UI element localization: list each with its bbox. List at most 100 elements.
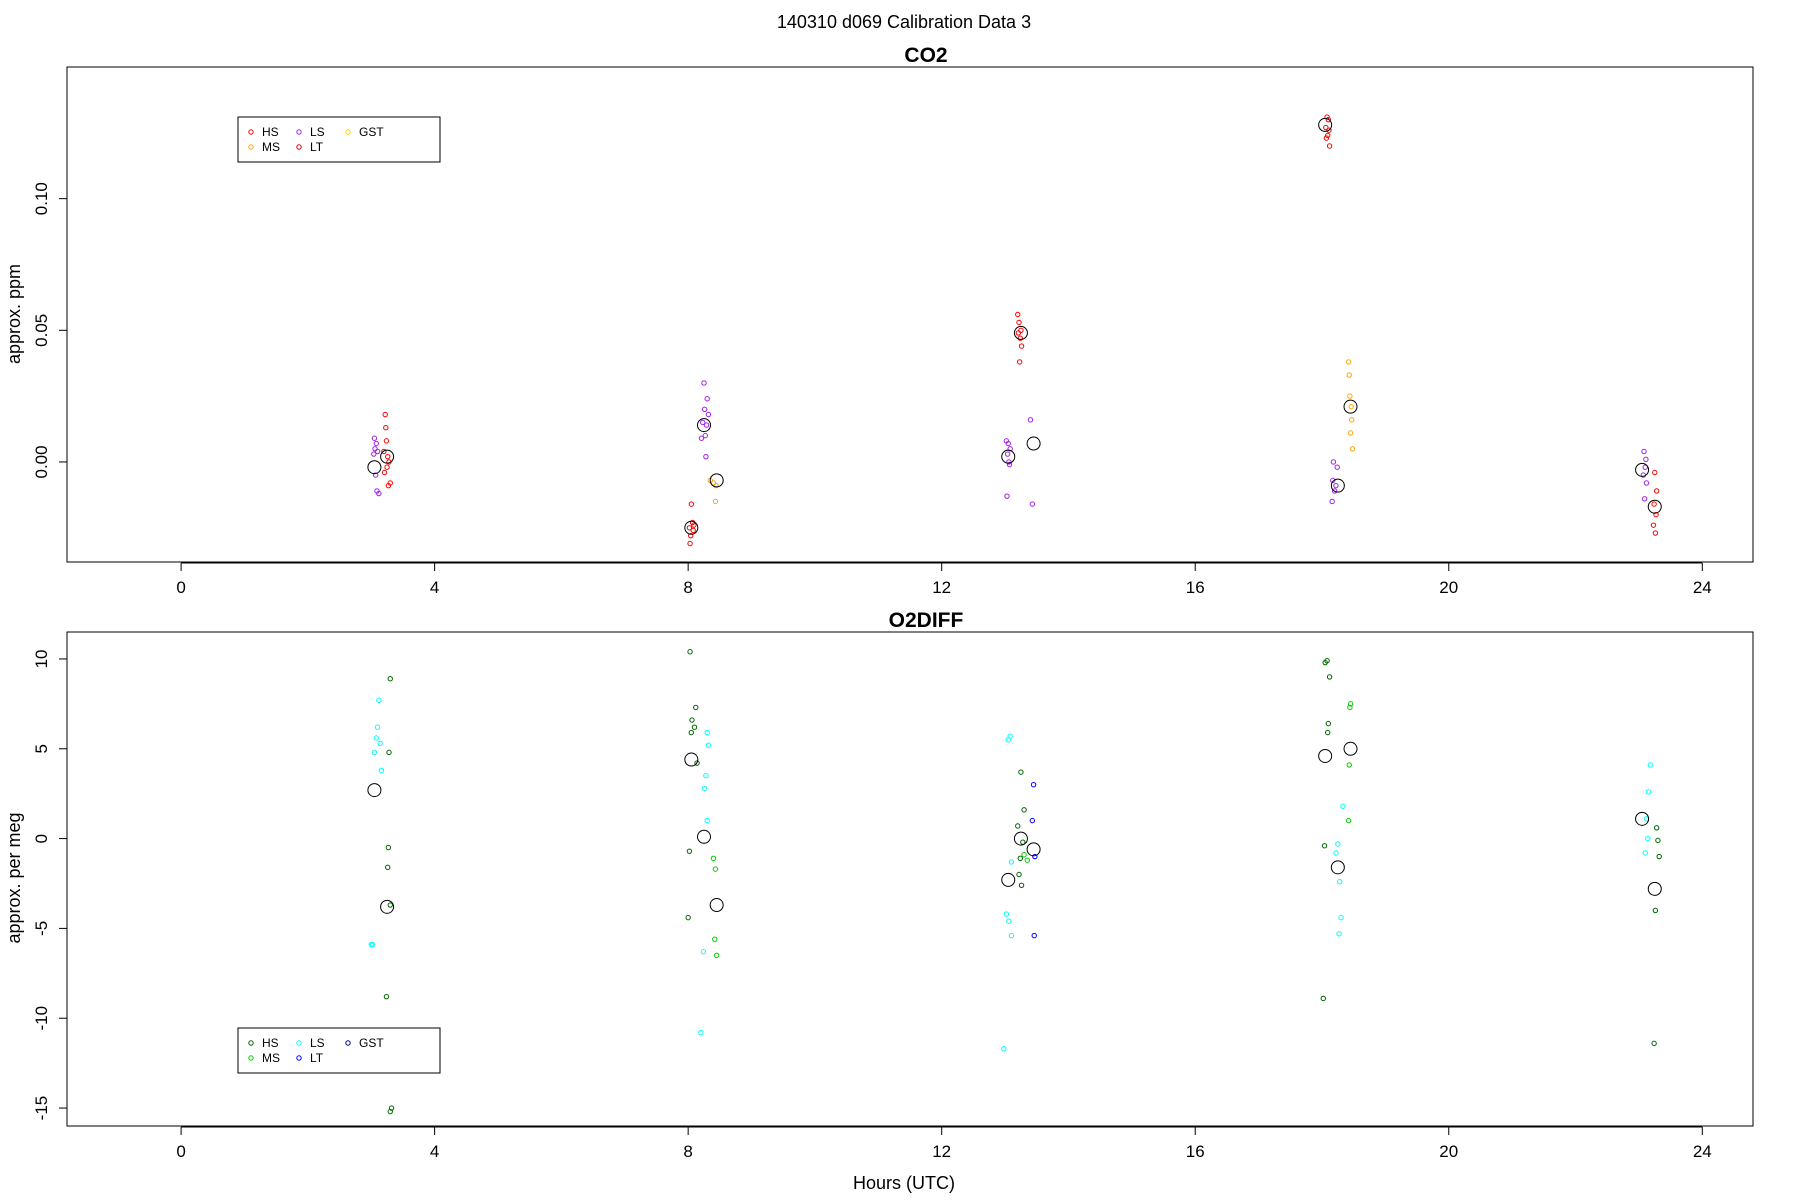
o2diff-point-ls xyxy=(1001,1046,1007,1052)
legend-label-ls: LS xyxy=(310,125,325,139)
o2diff-point-ls xyxy=(1645,789,1652,795)
co2-point-ms xyxy=(1349,446,1356,452)
o2diff-mean-marker xyxy=(1001,872,1016,887)
co2-point-ls xyxy=(698,435,705,441)
o2diff-mean-marker xyxy=(1318,748,1333,763)
o2diff-y-tick-label: -5 xyxy=(32,921,51,936)
co2-point-hs xyxy=(1324,114,1330,120)
o2diff-point-ls xyxy=(368,941,374,948)
o2diff-point-hs xyxy=(385,844,392,851)
o2diff-point-ls xyxy=(698,1029,704,1036)
o2diff-data-points xyxy=(367,649,1662,1115)
co2-point-ls xyxy=(704,396,710,402)
o2diff-point-ls xyxy=(1645,835,1651,842)
o2diff-x-axis: 0 4 8 12 16 20 24 xyxy=(176,1126,1712,1161)
o2diff-point-ls xyxy=(1336,931,1342,937)
legend-marker-ls xyxy=(296,129,302,135)
o2diff-point-hs xyxy=(1018,769,1024,775)
co2-point-hs xyxy=(384,464,390,470)
co2-point-ls xyxy=(1006,459,1012,465)
co2-point-hs xyxy=(1015,330,1022,336)
co2-point-hs xyxy=(691,522,697,528)
legend-marker-hs xyxy=(248,129,254,135)
o2diff-mean-marker xyxy=(1635,811,1650,826)
co2-point-hs xyxy=(1323,124,1329,131)
o2diff-y-axis: -15 -10 -5 0 5 10 xyxy=(32,649,68,1120)
co2-point-ls xyxy=(1331,488,1338,494)
co2-point-hs xyxy=(1650,522,1657,528)
co2-point-ls xyxy=(376,490,382,497)
o2diff-point-ls xyxy=(1338,914,1344,921)
co2-point-hs xyxy=(1015,311,1021,318)
legend-marker-lt xyxy=(296,1055,302,1061)
co2-mean-marker xyxy=(697,418,712,433)
co2-point-hs xyxy=(1323,135,1330,141)
co2-point-ls xyxy=(1005,440,1011,447)
o2diff-point-ls xyxy=(1006,918,1012,924)
co2-mean-marker xyxy=(1318,117,1333,132)
co2-y-tick-label: 0.05 xyxy=(32,314,51,347)
co2-point-hs xyxy=(383,438,390,444)
co2-point-ls xyxy=(1027,417,1034,423)
co2-point-ls xyxy=(1641,448,1647,455)
o2diff-point-ls xyxy=(1003,911,1010,917)
o2diff-point-hs xyxy=(1656,853,1662,860)
co2-point-hs xyxy=(385,453,391,460)
o2diff-point-hs xyxy=(694,760,700,766)
co2-point-ls xyxy=(1006,461,1013,468)
o2diff-y-tick-label: 0 xyxy=(32,834,51,843)
co2-mean-marker xyxy=(1635,462,1650,477)
o2diff-x-tick-label: 20 xyxy=(1439,1142,1458,1161)
co2-point-ls xyxy=(1642,464,1648,470)
o2diff-mean-marker xyxy=(697,829,712,844)
o2diff-point-hs xyxy=(387,676,393,682)
o2diff-point-hs xyxy=(685,914,691,921)
co2-point-ms xyxy=(1345,359,1352,365)
co2-point-ls xyxy=(700,419,706,426)
o2diff-point-ls xyxy=(374,724,381,730)
o2diff-point-ms xyxy=(1024,857,1030,863)
o2diff-point-hs xyxy=(1021,807,1027,813)
o2diff-mean-marker xyxy=(1013,831,1028,846)
o2diff-point-hs xyxy=(691,724,698,730)
o2diff-point-hs xyxy=(687,649,693,655)
o2diff-point-hs xyxy=(1321,843,1328,849)
legend-label-ls: LS xyxy=(310,1036,325,1050)
o2diff-mean-marker xyxy=(380,899,395,914)
co2-x-axis: 0 4 8 12 16 20 24 xyxy=(176,562,1712,597)
co2-x-tick-label: 24 xyxy=(1693,578,1712,597)
o2diff-point-hs xyxy=(385,864,391,871)
o2diff-point-lt xyxy=(1029,817,1036,824)
co2-point-ls xyxy=(1330,477,1336,484)
o2diff-point-ls xyxy=(1337,878,1343,885)
co2-point-ls xyxy=(1029,501,1036,507)
o2diff-point-hs xyxy=(386,749,392,756)
o2diff-mean-marker xyxy=(684,752,699,767)
o2diff-y-tick-label: -10 xyxy=(32,1006,51,1031)
co2-x-tick-label: 16 xyxy=(1186,578,1205,597)
co2-mean-marker xyxy=(1013,325,1028,340)
co2-mean-marker xyxy=(1001,449,1016,464)
co2-legend: HS MS LS LT GST xyxy=(237,116,441,163)
co2-mean-marker xyxy=(367,460,382,475)
co2-point-ls xyxy=(1329,498,1335,505)
co2-point-ls xyxy=(374,448,381,455)
co2-point-ls xyxy=(705,411,712,418)
o2diff-x-tick-label: 24 xyxy=(1693,1142,1712,1161)
co2-y-axis: 0.00 0.05 0.10 xyxy=(32,182,68,478)
o2diff-point-hs xyxy=(1015,823,1021,829)
co2-point-ls xyxy=(1334,464,1340,470)
o2diff-point-lt xyxy=(1030,781,1037,788)
co2-point-hs xyxy=(381,448,387,455)
x-axis-label: Hours (UTC) xyxy=(853,1173,955,1193)
co2-point-ls xyxy=(372,446,378,452)
o2diff-point-ls xyxy=(700,949,707,955)
co2-point-ls xyxy=(1643,456,1649,463)
legend-marker-ls xyxy=(296,1040,302,1046)
o2diff-point-lt xyxy=(1031,932,1037,939)
co2-x-tick-label: 0 xyxy=(176,578,185,597)
o2diff-legend-box xyxy=(237,1027,441,1074)
o2diff-panel-title: O2DIFF xyxy=(889,609,964,632)
co2-point-ls xyxy=(702,432,708,439)
o2diff-x-tick-label: 16 xyxy=(1186,1142,1205,1161)
